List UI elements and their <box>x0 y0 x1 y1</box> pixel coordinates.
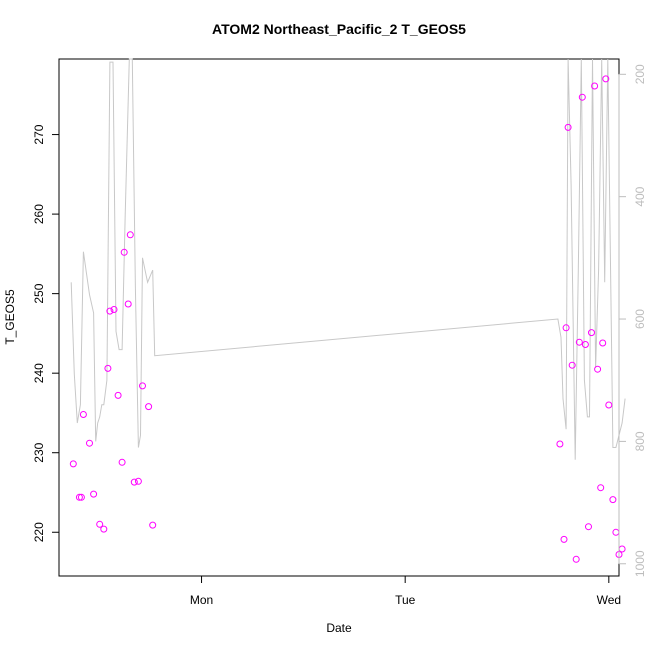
data-point <box>597 484 605 492</box>
data-point <box>575 338 583 346</box>
data-point <box>556 440 564 448</box>
data-point <box>581 341 589 348</box>
data-point <box>118 458 126 466</box>
data-point <box>609 496 617 504</box>
data-point <box>572 555 580 563</box>
data-point <box>75 493 83 501</box>
data-point <box>110 306 118 313</box>
series-line <box>70 58 626 460</box>
chart-title: ATOM2 Northeast_Pacific_2 T_GEOS5 <box>212 21 466 37</box>
data-point <box>560 535 568 543</box>
y-tick-label: 230 <box>32 442 46 462</box>
data-point <box>104 364 112 372</box>
x-tick-label: Wed <box>597 593 621 607</box>
data-point <box>602 75 610 83</box>
x-tick-label: Tue <box>395 593 416 607</box>
y-tick-label: 240 <box>32 363 46 383</box>
data-point <box>100 525 108 533</box>
data-point <box>114 391 122 399</box>
data-point <box>86 439 93 447</box>
data-point <box>106 307 114 315</box>
data-point <box>618 545 626 553</box>
y2-tick-label: 800 <box>633 431 647 451</box>
data-point <box>145 403 153 411</box>
data-point <box>612 528 620 536</box>
data-point <box>79 411 87 418</box>
plot-box <box>58 58 620 577</box>
data-point <box>562 324 570 332</box>
data-point <box>90 490 98 498</box>
y2-tick-label: 600 <box>633 309 647 329</box>
data-point <box>126 231 134 239</box>
data-point <box>130 478 138 486</box>
data-point <box>139 382 146 390</box>
data-point <box>69 460 77 468</box>
x-tick-label: Mon <box>190 593 213 607</box>
data-point <box>124 300 132 308</box>
points-group <box>69 75 626 563</box>
x-axis: Mon Tue Wed <box>190 575 621 607</box>
y2-axis: 200 400 600 800 1000 <box>618 64 647 577</box>
y2-tick-label: 400 <box>633 186 647 206</box>
data-point <box>149 521 157 529</box>
data-point <box>585 523 592 531</box>
data-point <box>120 248 128 256</box>
series-line-group <box>70 58 626 460</box>
data-point <box>568 361 576 369</box>
x-axis-label: Date <box>326 621 352 635</box>
y-tick-label: 250 <box>32 283 46 303</box>
data-point <box>591 82 599 90</box>
data-point <box>96 520 104 528</box>
y2-tick-label: 1000 <box>633 550 647 577</box>
data-point <box>134 477 142 485</box>
data-point <box>605 401 613 409</box>
y-axis: 220 230 240 250 260 270 <box>32 124 60 542</box>
data-point <box>594 365 602 373</box>
data-point <box>77 493 85 501</box>
data-point <box>588 329 595 337</box>
data-point <box>564 123 572 131</box>
y-tick-label: 270 <box>32 124 46 144</box>
data-point <box>599 339 607 347</box>
y2-tick-label: 200 <box>633 64 647 84</box>
y-axis-label: T_GEOS5 <box>3 289 17 345</box>
y-tick-label: 220 <box>32 522 46 542</box>
y-tick-label: 260 <box>32 204 46 224</box>
data-point <box>578 93 586 101</box>
